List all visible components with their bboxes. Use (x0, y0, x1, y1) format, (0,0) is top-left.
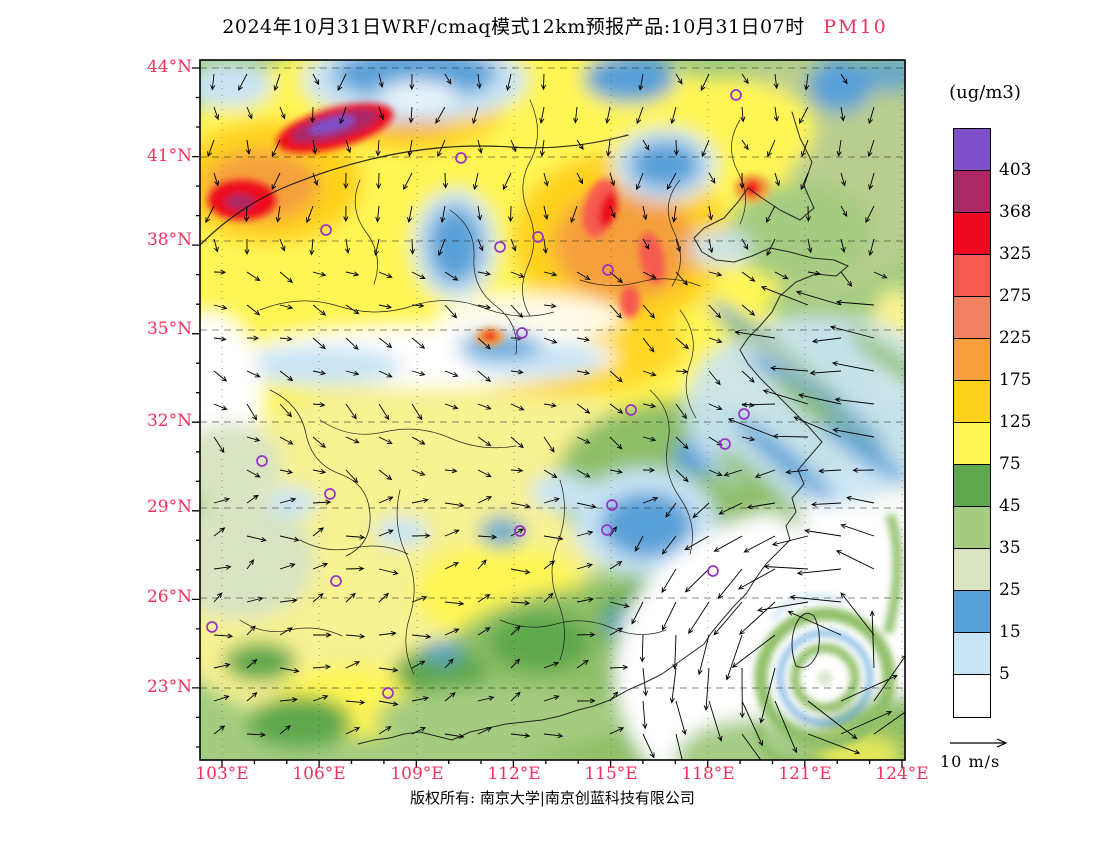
colorbar (953, 128, 991, 718)
wind-legend-label: 10 m/s (940, 752, 1001, 771)
colorbar-tick-label: 35 (999, 538, 1021, 558)
colorbar-cell (954, 129, 990, 171)
colorbar-cell (954, 423, 990, 465)
x-axis-label: 118°E (681, 764, 735, 784)
y-axis-label: 35°N (146, 319, 192, 339)
colorbar-tick-label: 125 (999, 412, 1032, 432)
colorbar-unit-label: (ug/m3) (949, 82, 1021, 103)
colorbar-cell (954, 297, 990, 339)
colorbar-tick-label: 325 (999, 244, 1032, 264)
wind-legend: 10 m/s (936, 736, 1046, 771)
y-axis-label: 41°N (146, 146, 192, 166)
axis-tick-marks (192, 67, 903, 768)
x-axis-label: 115°E (584, 764, 638, 784)
y-axis-label: 44°N (146, 57, 192, 77)
colorbar-cell (954, 381, 990, 423)
x-axis-label: 109°E (390, 764, 444, 784)
colorbar-tick-label: 175 (999, 370, 1032, 390)
x-axis-label: 124°E (875, 764, 929, 784)
title-text: 2024年10月31日WRF/cmaq模式12km预报产品:10月31日07时 (222, 16, 805, 38)
colorbar-cell (954, 465, 990, 507)
y-axis-label: 23°N (146, 677, 192, 697)
colorbar-cell (954, 549, 990, 591)
wind-reference-arrow-icon (950, 738, 1008, 748)
colorbar-tick-label: 25 (999, 580, 1021, 600)
colorbar-cell (954, 255, 990, 297)
colorbar-cell (954, 675, 990, 717)
x-axis-label: 121°E (778, 764, 832, 784)
colorbar-tick-label: 5 (999, 664, 1010, 684)
y-axis-label: 26°N (146, 587, 192, 607)
y-axis-label: 38°N (146, 230, 192, 250)
colorbar-tick-label: 15 (999, 622, 1021, 642)
colorbar-tick-label: 45 (999, 496, 1021, 516)
x-axis-label: 106°E (292, 764, 346, 784)
colorbar-cell (954, 213, 990, 255)
colorbar-cell (954, 339, 990, 381)
colorbar-tick-label: 368 (999, 202, 1032, 222)
colorbar-tick-label: 225 (999, 328, 1032, 348)
colorbar-cell (954, 591, 990, 633)
colorbar-tick-label: 403 (999, 160, 1032, 180)
pollutant-label: PM10 (823, 16, 888, 38)
colorbar-cell (954, 507, 990, 549)
y-axis-label: 32°N (146, 411, 192, 431)
x-axis-label: 103°E (195, 764, 249, 784)
colorbar-cell (954, 633, 990, 675)
city-markers (206, 89, 750, 699)
wind-vector-layer (205, 73, 905, 760)
colorbar-tick-label: 275 (999, 286, 1032, 306)
pm10-field (200, 60, 905, 760)
colorbar-cell (954, 171, 990, 213)
x-axis-label: 112°E (487, 764, 541, 784)
figure-title: 2024年10月31日WRF/cmaq模式12km预报产品:10月31日07时 … (135, 12, 975, 39)
boundary-lines (200, 99, 849, 745)
colorbar-tick-label: 75 (999, 454, 1021, 474)
copyright-text: 版权所有: 南京大学|南京创蓝科技有限公司 (410, 789, 695, 807)
map-border (199, 59, 906, 761)
y-axis-label: 29°N (146, 497, 192, 517)
